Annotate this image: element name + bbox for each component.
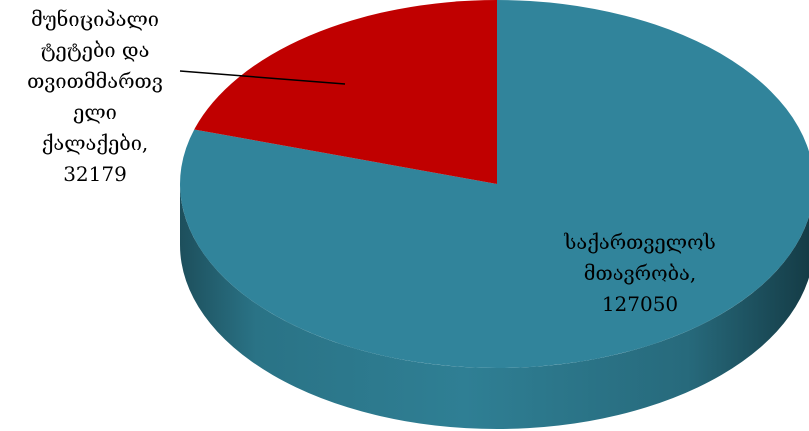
data-label-line: თვითმმართვ [27, 69, 163, 93]
data-label-line: საქართველოს [564, 230, 716, 254]
pie-slice-side-0 [180, 184, 809, 429]
data-label-line: ქალაქები, [41, 131, 149, 155]
data-label-line: ტეტები და [40, 38, 150, 62]
data-label-line: მთავრობა, [583, 261, 697, 285]
data-label-municipalities: მუნიციპალი ტეტები და თვითმმართვ ელი ქალაქები… [0, 4, 190, 190]
pie-slice-1 [194, 0, 497, 184]
pie-slice-0 [180, 0, 809, 368]
leader-line [179, 70, 346, 85]
data-label-government: საქართველოს მთავრობა, 127050 [525, 227, 755, 320]
data-label-line: 127050 [601, 292, 679, 316]
pie-top-face [180, 0, 809, 368]
data-label-line: ელი [73, 100, 117, 124]
data-label-line: მუნიციპალი [30, 7, 159, 31]
data-label-line: 32179 [63, 162, 127, 186]
pie-side-wall [180, 184, 809, 429]
